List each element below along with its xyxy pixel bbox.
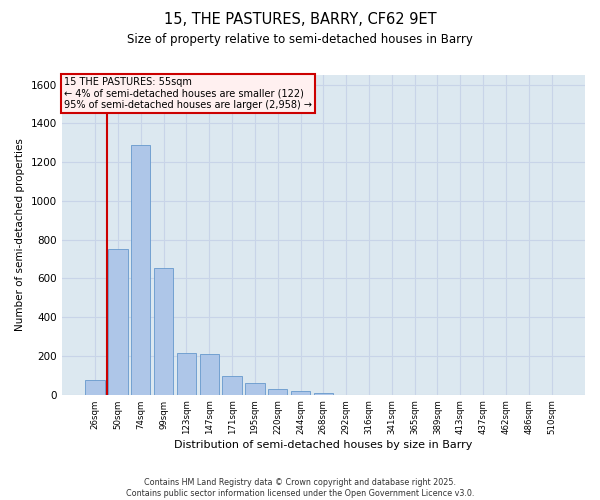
Bar [85,380,105,394]
Text: Contains HM Land Registry data © Crown copyright and database right 2025.
Contai: Contains HM Land Registry data © Crown c… [126,478,474,498]
Bar [200,354,219,395]
Bar [131,145,151,394]
Y-axis label: Number of semi-detached properties: Number of semi-detached properties [15,138,25,332]
Bar [177,353,196,395]
Bar [154,268,173,394]
Bar [108,250,128,394]
X-axis label: Distribution of semi-detached houses by size in Barry: Distribution of semi-detached houses by … [174,440,473,450]
Bar [291,391,310,394]
Bar [245,383,265,394]
Text: 15, THE PASTURES, BARRY, CF62 9ET: 15, THE PASTURES, BARRY, CF62 9ET [164,12,436,28]
Text: 15 THE PASTURES: 55sqm
← 4% of semi-detached houses are smaller (122)
95% of sem: 15 THE PASTURES: 55sqm ← 4% of semi-deta… [64,76,312,110]
Bar [314,393,333,394]
Text: Size of property relative to semi-detached houses in Barry: Size of property relative to semi-detach… [127,32,473,46]
Bar [223,376,242,394]
Bar [268,389,287,394]
